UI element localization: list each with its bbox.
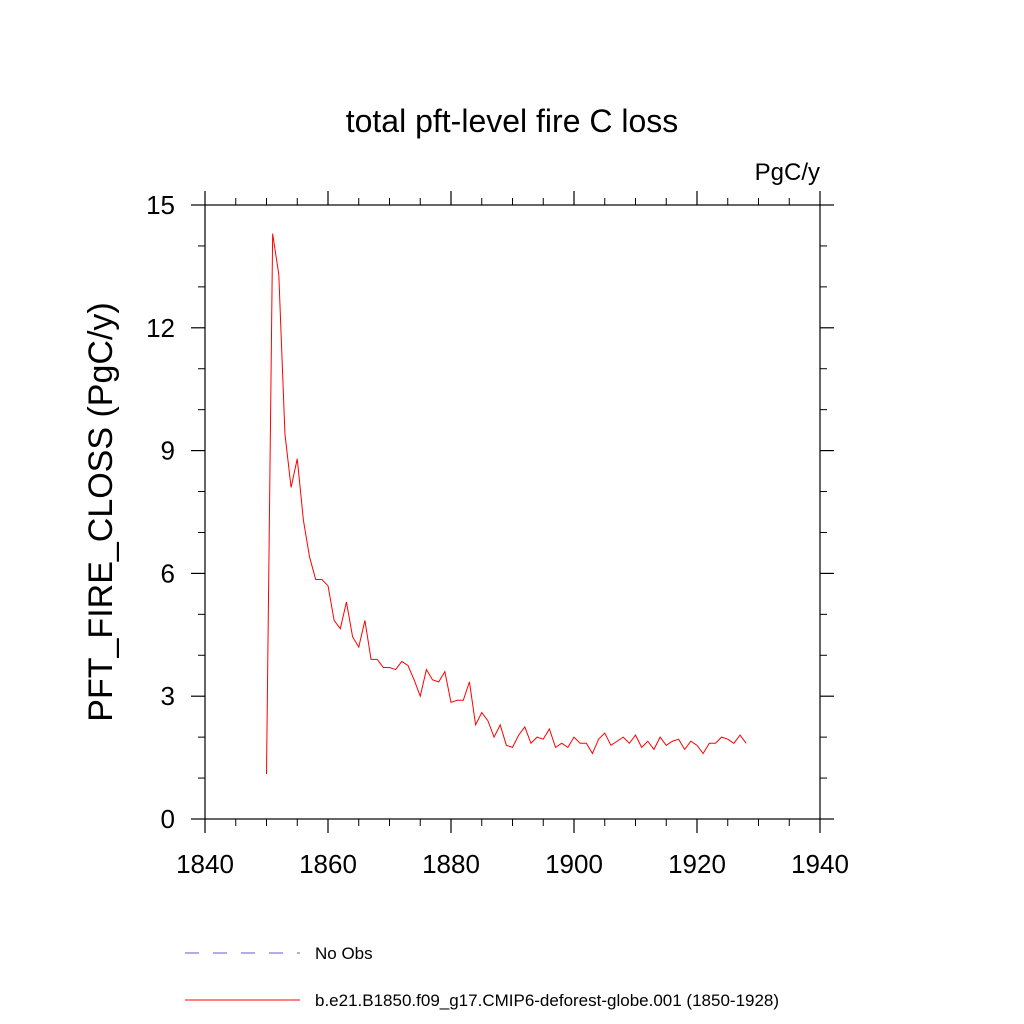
x-tick-label: 1940 [791, 849, 849, 879]
axis-ticks [191, 191, 834, 833]
y-tick-label: 3 [161, 681, 175, 711]
x-tick-label: 1900 [545, 849, 603, 879]
y-tick-label: 15 [146, 190, 175, 220]
series-line-1 [266, 233, 747, 774]
x-tick-label: 1840 [176, 849, 234, 879]
axis-tick-labels: 1840 1860 1880 1900 1920 1940 0 3 6 9 12 15 [146, 190, 849, 879]
units-label: PgC/y [755, 159, 820, 186]
chart-title: total pft-level fire C loss [346, 103, 679, 139]
y-tick-label: 6 [161, 558, 175, 588]
legend-label-no-obs: No Obs [315, 944, 373, 963]
legend-label-model: b.e21.B1850.f09_g17.CMIP6-deforest-globe… [315, 991, 779, 1010]
x-tick-label: 1880 [422, 849, 480, 879]
x-tick-label: 1860 [299, 849, 357, 879]
y-tick-label: 12 [146, 313, 175, 343]
x-tick-label: 1920 [668, 849, 726, 879]
legend: No Obs b.e21.B1850.f09_g17.CMIP6-defores… [185, 944, 779, 1010]
series-layer [266, 233, 747, 774]
y-tick-label: 9 [161, 436, 175, 466]
y-axis-label: PFT_FIRE_CLOSS (PgC/y) [82, 302, 120, 721]
y-tick-label: 0 [161, 804, 175, 834]
plot-frame [204, 204, 821, 820]
